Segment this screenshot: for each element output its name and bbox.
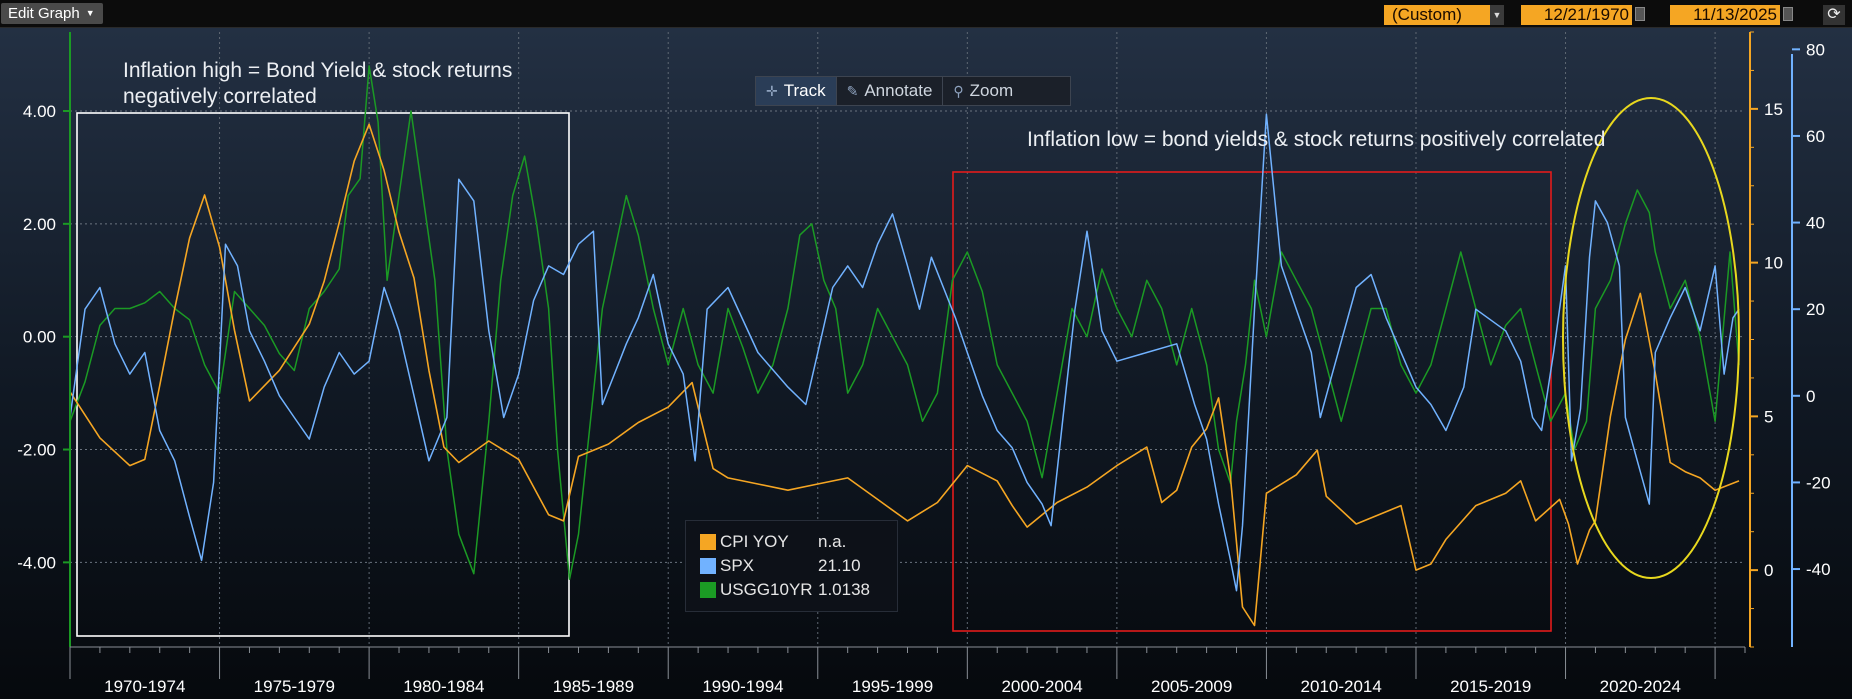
- legend-label: USGG10YR: [720, 580, 813, 599]
- series-line-cpi-yoy: [69, 123, 1740, 627]
- edit-graph-button[interactable]: Edit Graph ▼: [1, 3, 103, 24]
- x-axis-label: 1990-1994: [702, 677, 783, 696]
- annotate-label: Annotate: [864, 81, 933, 100]
- legend-item-cpi[interactable]: CPI YOY n.a.: [700, 530, 897, 554]
- magnifier-icon: ⚲: [953, 83, 964, 99]
- legend-swatch: [700, 534, 716, 550]
- legend-value: 21.10: [818, 556, 861, 575]
- x-axis-label: 2000-2004: [1001, 677, 1082, 696]
- zoom-label: Zoom: [969, 81, 1014, 100]
- x-axis-label: 2005-2009: [1151, 677, 1232, 696]
- left-axis-label: 0.00: [23, 328, 56, 347]
- spx-axis-label: 60: [1806, 127, 1825, 146]
- low-inflation-box: [952, 171, 1552, 632]
- x-axis-label: 1995-1999: [852, 677, 933, 696]
- crosshair-icon: ✛: [766, 83, 778, 99]
- spx-axis-label: 0: [1806, 387, 1815, 406]
- x-axis-label: 1970-1974: [104, 677, 185, 696]
- spx-axis-label: 40: [1806, 214, 1825, 233]
- spx-axis-label: 20: [1806, 300, 1825, 319]
- legend-value: n.a.: [818, 532, 847, 551]
- legend-item-spx[interactable]: SPX 21.10: [700, 554, 897, 578]
- spx-axis-label: -40: [1806, 560, 1831, 579]
- series-line-spx: [69, 113, 1740, 592]
- calendar-icon[interactable]: [1783, 7, 1793, 21]
- axes-layer: 4.00 2.00 0.00 -2.00 -4.00 15 10 5 0 80 60 40 20 0 -20…: [17, 31, 1831, 696]
- legend-item-usgg10yr[interactable]: USGG10YR 1.0138: [700, 578, 897, 602]
- chevron-down-icon: ▼: [85, 8, 95, 18]
- x-axis-label: 1975-1979: [254, 677, 335, 696]
- cpi-axis-label: 0: [1764, 561, 1773, 580]
- end-date-value: 11/13/2025: [1693, 5, 1777, 24]
- left-axis-label: -4.00: [17, 553, 56, 572]
- period-label: (Custom): [1392, 5, 1462, 24]
- gridlines: [69, 32, 1745, 647]
- x-axis-label: 2020-2024: [1600, 677, 1681, 696]
- track-label: Track: [783, 81, 826, 100]
- legend: CPI YOY n.a. SPX 21.10 USGG10YR 1.0138: [685, 520, 898, 612]
- x-axis-label: 1985-1989: [553, 677, 634, 696]
- chart-area: [0, 28, 1852, 699]
- recent-period-ellipse: [1562, 97, 1740, 579]
- calendar-icon[interactable]: [1635, 7, 1645, 21]
- track-button[interactable]: ✛ Track: [756, 77, 837, 105]
- left-axis-label: -2.00: [17, 441, 56, 460]
- cpi-axis-label: 5: [1764, 407, 1773, 426]
- legend-swatch: [700, 582, 716, 598]
- x-axis-label: 1980-1984: [403, 677, 484, 696]
- edit-graph-label: Edit Graph: [8, 5, 80, 22]
- series-layer: [69, 65, 1740, 627]
- legend-label: CPI YOY: [720, 532, 789, 551]
- legend-value: 1.0138: [818, 580, 870, 599]
- zoom-button[interactable]: ⚲ Zoom: [943, 77, 1023, 105]
- high-inflation-box: [76, 112, 570, 637]
- cpi-axis-label: 10: [1764, 254, 1783, 273]
- annotation-high-inflation: Inflation high = Bond Yield & stock retu…: [123, 58, 512, 110]
- start-date-value: 12/21/1970: [1543, 5, 1629, 24]
- end-date-field[interactable]: 11/13/2025: [1670, 5, 1780, 25]
- annotation-high-line2: negatively correlated: [123, 85, 317, 108]
- spx-axis-label: -20: [1806, 473, 1831, 492]
- series-line-usgg10yr: [69, 65, 1740, 581]
- left-axis-label: 2.00: [23, 215, 56, 234]
- period-dropdown-icon[interactable]: ▼: [1490, 5, 1504, 25]
- refresh-icon[interactable]: ⟳: [1823, 5, 1845, 25]
- left-axis-label: 4.00: [23, 102, 56, 121]
- annotate-button[interactable]: ✎ Annotate: [837, 77, 944, 105]
- start-date-field[interactable]: 12/21/1970: [1521, 5, 1632, 25]
- pencil-icon: ✎: [846, 83, 859, 99]
- x-axis-label: 2010-2014: [1301, 677, 1382, 696]
- cpi-axis-label: 15: [1764, 100, 1783, 119]
- period-select[interactable]: (Custom): [1384, 5, 1490, 25]
- annotation-low-inflation: Inflation low = bond yields & stock retu…: [1027, 128, 1606, 151]
- spx-axis-label: 80: [1806, 40, 1825, 59]
- legend-label: SPX: [720, 556, 755, 575]
- legend-swatch: [700, 558, 716, 574]
- x-axis-label: 2015-2019: [1450, 677, 1531, 696]
- chart-toolbar: ✛ Track ✎ Annotate ⚲ Zoom: [755, 76, 1071, 106]
- top-toolbar: Edit Graph ▼ (Custom) ▼ 12/21/1970 11/13/…: [0, 0, 1852, 28]
- annotation-high-line1: Inflation high = Bond Yield & stock retu…: [123, 59, 513, 82]
